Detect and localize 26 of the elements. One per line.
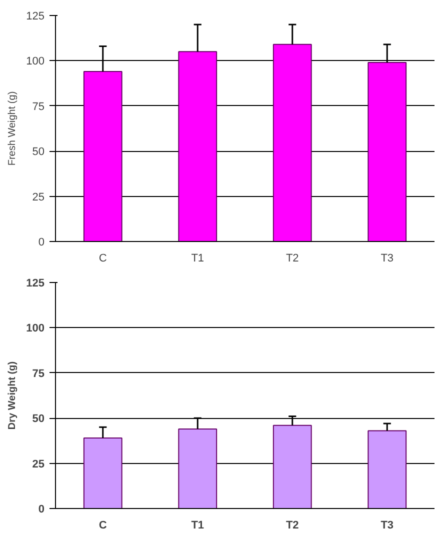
x-tick-label: C [98, 252, 107, 264]
y-tick-label: 50 [32, 146, 45, 158]
y-tick-label: 50 [32, 413, 45, 426]
x-tick-label: T3 [380, 252, 394, 264]
y-tick-label: 0 [38, 236, 45, 248]
x-tick-label: T1 [191, 520, 204, 532]
y-axis-title: Dry Weight (g) [7, 361, 18, 430]
y-tick-label: 25 [32, 191, 45, 204]
x-tick-label: T2 [286, 520, 299, 532]
y-tick-label: 100 [26, 322, 45, 335]
x-tick-label: T2 [286, 252, 299, 264]
y-tick-label: 75 [32, 368, 45, 380]
y-tick-label: 100 [26, 56, 45, 68]
bar [178, 428, 218, 508]
x-tick-label: T1 [191, 252, 204, 264]
x-tick-label: T3 [380, 520, 394, 532]
y-tick-label: 125 [26, 278, 45, 290]
y-tick-label: 0 [38, 504, 45, 516]
y-axis-title: Fresh Weight (g) [7, 91, 18, 166]
bar [272, 424, 312, 508]
x-tick-label: C [98, 520, 107, 532]
bar [368, 430, 407, 508]
bar [83, 437, 122, 508]
y-tick-label: 125 [26, 10, 45, 22]
y-tick-label: 25 [32, 458, 45, 470]
y-tick-label: 75 [32, 100, 45, 113]
